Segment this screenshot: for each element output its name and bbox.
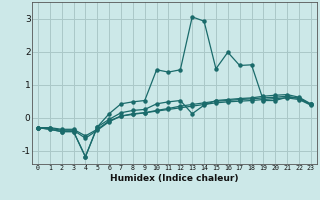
X-axis label: Humidex (Indice chaleur): Humidex (Indice chaleur) <box>110 174 239 183</box>
